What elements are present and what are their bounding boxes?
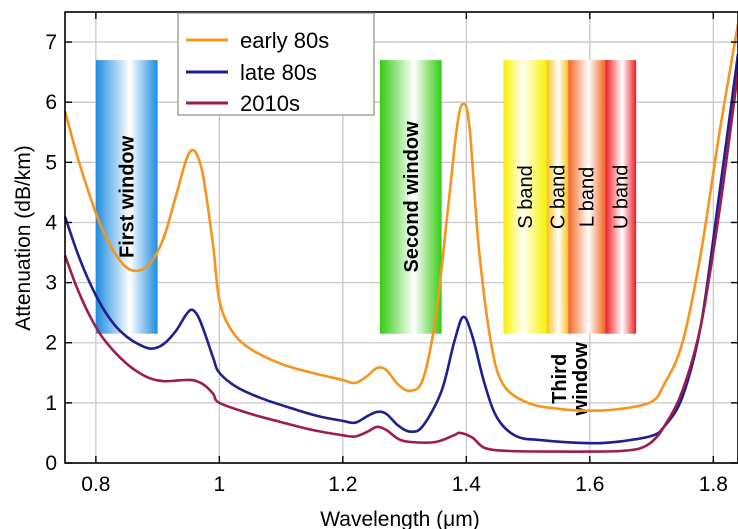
y-tick-label: 0 <box>45 452 57 475</box>
band-label: Second window <box>401 121 423 273</box>
y-axis-label: Attenuation (dB/km) <box>12 145 35 331</box>
band-label: First window <box>117 135 139 258</box>
x-tick-label: 1.6 <box>575 473 604 496</box>
band-4 <box>568 60 606 334</box>
band-0 <box>95 60 158 334</box>
legend-item-label: late 80s <box>240 60 317 85</box>
series-line <box>63 53 738 445</box>
y-tick-label: 5 <box>45 151 57 174</box>
legend-item-label: early 80s <box>240 28 329 53</box>
band-3 <box>546 60 569 334</box>
axis-ticks <box>65 12 738 464</box>
band-label: L band <box>577 167 599 227</box>
x-tick-label: 1.4 <box>452 473 482 496</box>
x-axis-label: Wavelength (μm) <box>320 508 480 529</box>
series-lines <box>63 23 738 453</box>
x-tick-label: 1 <box>214 473 226 496</box>
x-tick-label: 1.8 <box>699 473 728 496</box>
y-tick-label: 1 <box>45 392 57 415</box>
series-line <box>63 23 738 412</box>
band-label: U band <box>611 165 633 230</box>
legend-box <box>177 12 375 116</box>
band-labels: First window Second window S band C band L b… <box>117 121 633 417</box>
band-2 <box>503 60 547 334</box>
x-tick-labels: 0.8 1 1.2 1.4 1.6 1.8 <box>81 473 728 496</box>
series-line <box>63 71 738 453</box>
y-tick-labels: 0 1 2 3 4 5 6 7 <box>45 31 57 475</box>
y-tick-label: 3 <box>45 272 57 295</box>
legend: early 80s late 80s 2010s <box>177 12 375 116</box>
band-5 <box>605 60 637 334</box>
plot-frame <box>64 11 738 464</box>
legend-item-label: 2010s <box>240 91 300 116</box>
y-tick-label: 6 <box>45 91 57 114</box>
x-tick-label: 1.2 <box>328 473 357 496</box>
y-tick-label: 4 <box>45 211 57 234</box>
y-tick-label: 2 <box>45 332 57 355</box>
band-label: C band <box>547 165 569 230</box>
band-label: S band <box>515 165 537 228</box>
band-1 <box>379 60 442 334</box>
x-tick-label: 0.8 <box>81 473 110 496</box>
y-tick-label: 7 <box>45 31 57 54</box>
third-window-label: Thirdwindow <box>549 342 592 417</box>
wavelength-bands <box>95 60 637 334</box>
